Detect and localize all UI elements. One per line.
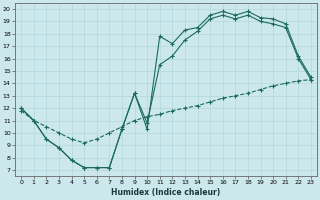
X-axis label: Humidex (Indice chaleur): Humidex (Indice chaleur) [111, 188, 221, 197]
